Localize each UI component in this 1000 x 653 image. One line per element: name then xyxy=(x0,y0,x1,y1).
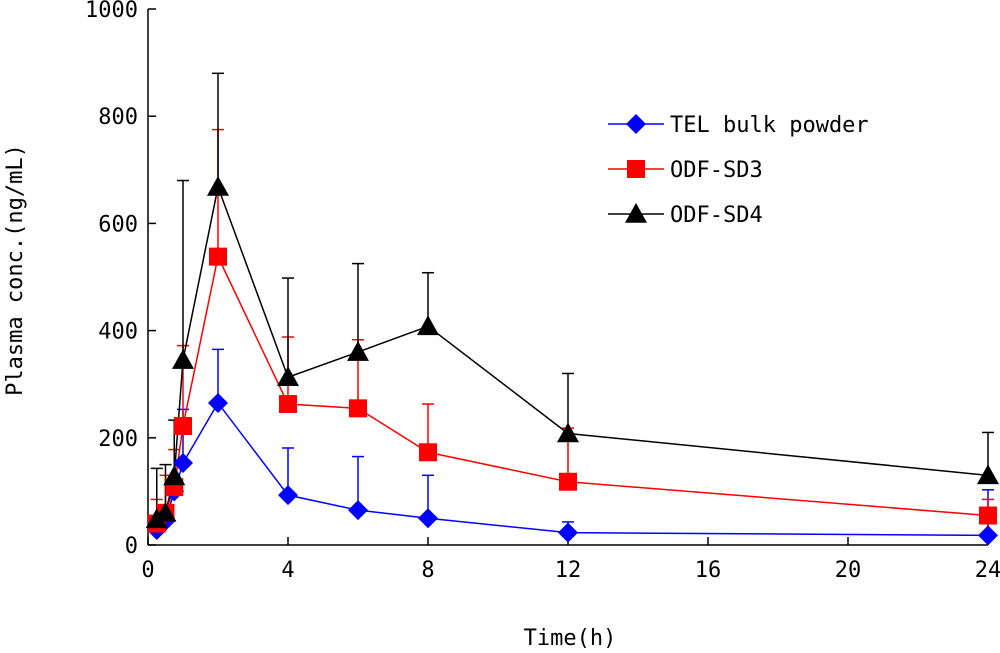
y-tick-label: 600 xyxy=(98,212,138,237)
data-point-diamond xyxy=(558,522,578,543)
x-tick-label: 8 xyxy=(421,558,434,583)
y-tick-label: 0 xyxy=(125,534,138,559)
data-point-triangle xyxy=(163,465,186,486)
x-tick-label: 16 xyxy=(695,558,722,583)
data-point-square xyxy=(559,472,577,491)
series-line-diamond xyxy=(156,401,989,537)
data-markers xyxy=(145,175,999,546)
series-line-square xyxy=(156,254,989,525)
data-point-triangle xyxy=(977,464,999,485)
y-tick-label: 800 xyxy=(98,105,138,130)
data-point-triangle xyxy=(172,349,194,369)
axes: 0 200 400 600 800 1000 0 4 8 12 16 20 24 xyxy=(85,0,1000,583)
legend-marker xyxy=(625,203,647,223)
data-point-triangle xyxy=(417,315,439,336)
data-point-triangle xyxy=(207,175,229,196)
y-axis-title: Plasma conc.(ng/mL) xyxy=(3,144,28,396)
data-point-diamond xyxy=(348,500,368,521)
y-tick-label: 200 xyxy=(98,427,138,452)
data-point-diamond xyxy=(418,508,438,529)
data-point-triangle xyxy=(347,341,369,361)
x-tick-label: 24 xyxy=(975,558,1000,583)
data-point-square xyxy=(979,506,997,525)
data-point-triangle xyxy=(154,501,177,522)
data-point-square xyxy=(174,417,192,436)
y-tick-label: 400 xyxy=(98,320,138,345)
data-point-triangle xyxy=(277,366,299,387)
y-tick-label: 1000 xyxy=(85,0,138,23)
data-point-diamond xyxy=(208,392,228,413)
data-point-diamond xyxy=(978,525,998,546)
data-point-triangle xyxy=(557,422,579,443)
legend-label: ODF-SD4 xyxy=(670,203,763,228)
series-line-triangle xyxy=(156,184,989,520)
x-tick-label: 20 xyxy=(835,558,862,583)
legend-marker xyxy=(626,114,646,134)
data-point-square xyxy=(209,247,227,266)
data-point-square xyxy=(279,395,297,414)
error-bars xyxy=(150,72,994,536)
legend-marker xyxy=(627,160,645,178)
legend: TEL bulk powder ODF-SD3 ODF-SD4 xyxy=(608,113,869,228)
legend-label: ODF-SD3 xyxy=(670,158,763,183)
data-point-diamond xyxy=(173,452,193,473)
x-tick-label: 12 xyxy=(555,558,582,583)
x-tick-label: 0 xyxy=(141,558,154,583)
x-tick-label: 4 xyxy=(281,558,294,583)
data-point-diamond xyxy=(278,485,298,506)
legend-label: TEL bulk powder xyxy=(670,113,869,138)
data-point-square xyxy=(349,399,367,418)
data-point-square xyxy=(419,443,437,462)
x-axis-title: Time(h) xyxy=(524,626,617,651)
